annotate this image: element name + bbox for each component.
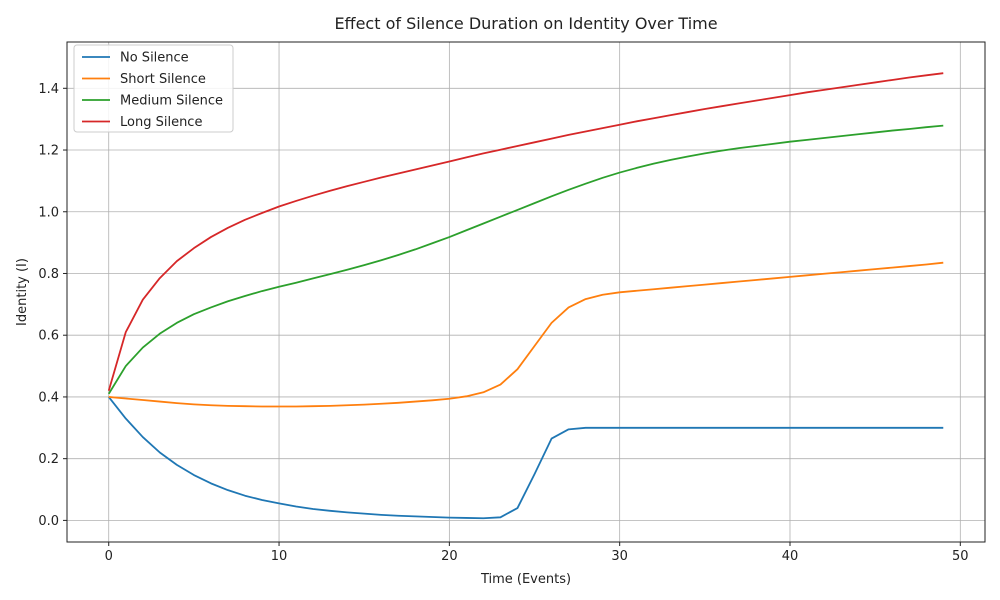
series-line-2 [108,261,944,408]
x-tick-label: 20 [441,549,458,564]
x-axis-ticks: 0 10 20 30 40 50 [105,542,969,564]
legend: No Silence Short Silence Medium Silence Lon… [73,44,234,133]
legend-box [73,44,234,133]
legend-entry: No Silence [120,51,189,66]
series-line-3 [107,124,944,395]
series-line-4 [107,72,944,392]
y-tick-label: 1.0 [38,205,59,220]
y-tick-label: 1.4 [38,82,59,97]
plot-frame [66,41,986,543]
series-lines [107,72,944,520]
x-tick-label: 0 [105,549,113,564]
y-tick-label: 0.2 [38,452,59,467]
x-tick-label: 10 [271,549,288,564]
series-line-1 [108,396,944,520]
y-tick-label: 0.0 [38,514,59,529]
y-tick-label: 0.8 [38,267,59,282]
y-axis-ticks: 0.0 0.2 0.4 0.6 0.8 1.0 1.2 1.4 [38,82,67,529]
x-tick-label: 30 [611,549,628,564]
legend-entry: Long Silence [120,115,202,130]
x-tick-label: 40 [782,549,799,564]
x-axis-label: Time (Events) [480,572,571,587]
x-tick-label: 50 [952,549,969,564]
legend-entry: Medium Silence [120,94,223,109]
y-tick-label: 1.2 [38,144,59,159]
chart-title: Effect of Silence Duration on Identity O… [334,14,717,33]
legend-entry: Short Silence [120,72,206,87]
y-axis-label: Identity (I) [15,258,30,326]
y-tick-label: 0.4 [38,390,59,405]
y-tick-label: 0.6 [38,329,59,344]
